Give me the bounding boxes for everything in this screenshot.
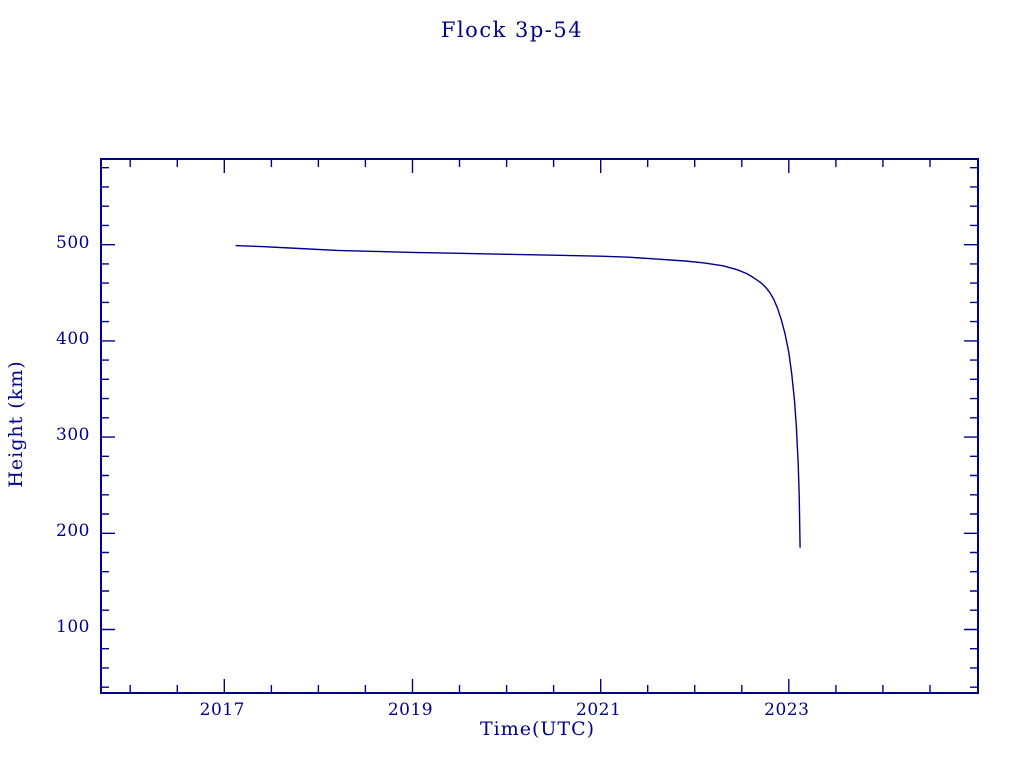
x-axis-label: Time(UTC) [479, 718, 596, 740]
y-axis-label: Height (km) [5, 360, 27, 488]
chart-title: Flock 3p-54 [440, 18, 584, 42]
plot-canvas [102, 160, 977, 692]
y-tick-label: 100 [56, 617, 90, 638]
y-tick-label: 400 [56, 328, 90, 349]
plot-area [100, 158, 979, 694]
axis-ticks [102, 160, 977, 692]
y-tick-label: 200 [56, 521, 90, 542]
y-tick-label: 500 [56, 232, 90, 253]
x-tick-label: 2021 [576, 700, 622, 720]
x-tick-label: 2017 [199, 700, 245, 720]
x-tick-label: 2019 [387, 700, 434, 720]
y-tick-label: 300 [56, 425, 90, 446]
height-decay-line [235, 244, 801, 548]
x-tick-label: 2023 [764, 700, 810, 720]
